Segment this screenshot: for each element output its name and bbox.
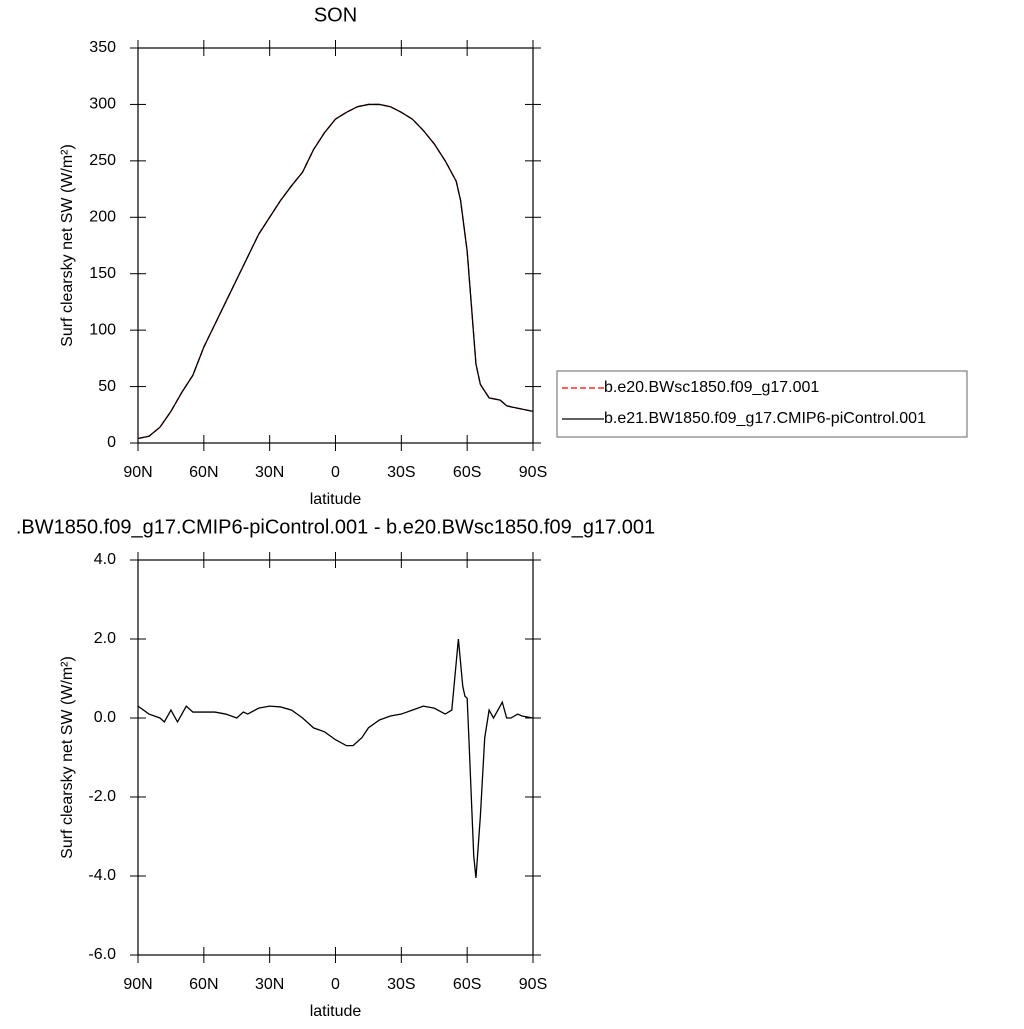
x-tick-label: 60N — [189, 464, 218, 481]
x-tick-label: 60S — [453, 464, 481, 481]
y-tick-label: 2.0 — [94, 630, 116, 647]
x-tick-label: 60S — [453, 976, 481, 993]
x-tick-label: 30N — [255, 976, 284, 993]
plot-frame — [137, 559, 534, 956]
x-tick-label: 30S — [387, 976, 415, 993]
x-tick-label: 90S — [519, 464, 547, 481]
y-tick-label: 0 — [107, 434, 116, 451]
x-tick-label: 90S — [519, 976, 547, 993]
legend-label: b.e21.BW1850.f09_g17.CMIP6-piControl.001 — [604, 410, 926, 427]
y-tick-label: -2.0 — [88, 788, 116, 805]
y-tick-label: 250 — [89, 152, 116, 169]
y-tick-label: 4.0 — [94, 551, 116, 568]
x-axis-label: latitude — [310, 491, 362, 508]
y-tick-label: 150 — [89, 265, 116, 282]
plot-frame — [137, 47, 534, 444]
x-tick-label: 90N — [123, 464, 152, 481]
x-axis-label: latitude — [310, 1003, 362, 1020]
y-axis-label: Surf clearsky net SW (W/m²) — [59, 144, 76, 347]
legend-box — [556, 370, 968, 438]
x-tick-label: 30N — [255, 464, 284, 481]
y-tick-label: 350 — [89, 39, 116, 56]
chart-title: .BW1850.f09_g17.CMIP6-piControl.001 - b.… — [16, 516, 655, 538]
x-tick-label: 0 — [331, 464, 340, 481]
chart-title: SON — [314, 4, 357, 26]
y-tick-label: 50 — [98, 378, 116, 395]
x-tick-label: 90N — [123, 976, 152, 993]
y-tick-label: -4.0 — [88, 867, 116, 884]
y-tick-label: 300 — [89, 96, 116, 113]
y-tick-label: -6.0 — [88, 946, 116, 963]
data-line — [137, 103, 534, 440]
x-tick-label: 0 — [331, 976, 340, 993]
y-tick-label: 100 — [89, 321, 116, 338]
x-tick-label: 60N — [189, 976, 218, 993]
y-tick-label: 0.0 — [94, 709, 116, 726]
x-tick-label: 30S — [387, 464, 415, 481]
data-line — [137, 638, 534, 879]
legend-label: b.e20.BWsc1850.f09_g17.001 — [604, 379, 819, 396]
y-axis-label: Surf clearsky net SW (W/m²) — [59, 656, 76, 859]
y-tick-label: 200 — [89, 209, 116, 226]
data-line — [137, 103, 534, 440]
